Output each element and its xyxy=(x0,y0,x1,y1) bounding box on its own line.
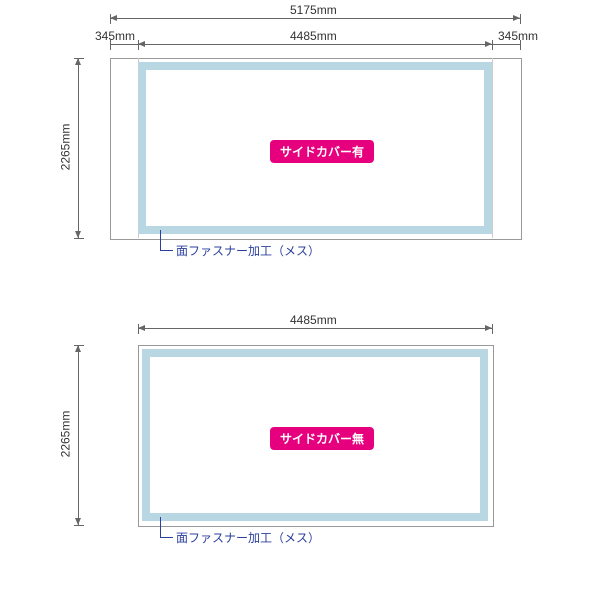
dim-label-top-total: 5175mm xyxy=(290,3,337,17)
top-callout-line xyxy=(160,230,173,251)
bottom-callout-line xyxy=(160,517,173,538)
top-side-divider-right xyxy=(492,58,493,238)
dim-tick xyxy=(74,525,84,526)
diagram-stage: 5175mm 345mm 4485mm 345mm 2265mm サイドカバー有… xyxy=(0,0,600,600)
arrow-icon xyxy=(75,518,81,525)
dim-tick xyxy=(110,14,111,24)
arrow-icon xyxy=(138,325,145,331)
arrow-icon xyxy=(75,58,81,65)
arrow-icon xyxy=(75,345,81,352)
top-badge: サイドカバー有 xyxy=(270,140,374,163)
bottom-badge: サイドカバー無 xyxy=(270,427,374,450)
bottom-callout-text: 面ファスナー加工（メス） xyxy=(176,529,320,546)
arrow-icon xyxy=(485,41,492,47)
arrow-icon xyxy=(75,231,81,238)
dim-tick xyxy=(492,324,493,334)
top-callout-text: 面ファスナー加工（メス） xyxy=(176,242,320,259)
arrow-icon xyxy=(485,325,492,331)
dim-tick xyxy=(492,40,493,50)
arrow-icon xyxy=(513,15,520,21)
dim-tick xyxy=(74,345,84,346)
dim-line-top-height xyxy=(78,58,79,238)
dim-tick xyxy=(138,324,139,334)
dim-tick xyxy=(74,238,84,239)
dim-tick xyxy=(74,58,84,59)
dim-label-top-height: 2265mm xyxy=(58,124,72,171)
arrow-icon xyxy=(138,41,145,47)
arrow-icon xyxy=(110,15,117,21)
dim-line-bottom-width xyxy=(138,328,492,329)
dim-line-top-total xyxy=(110,18,520,19)
dim-label-side-left: 345mm xyxy=(95,29,135,43)
dim-label-center: 4485mm xyxy=(290,29,337,43)
dim-tick xyxy=(520,14,521,24)
dim-label-bottom-width: 4485mm xyxy=(290,313,337,327)
dim-label-side-right: 345mm xyxy=(498,29,538,43)
dim-label-bottom-height: 2265mm xyxy=(58,411,72,458)
dim-line-bottom-height xyxy=(78,345,79,525)
dim-line-top-sections xyxy=(110,44,520,45)
